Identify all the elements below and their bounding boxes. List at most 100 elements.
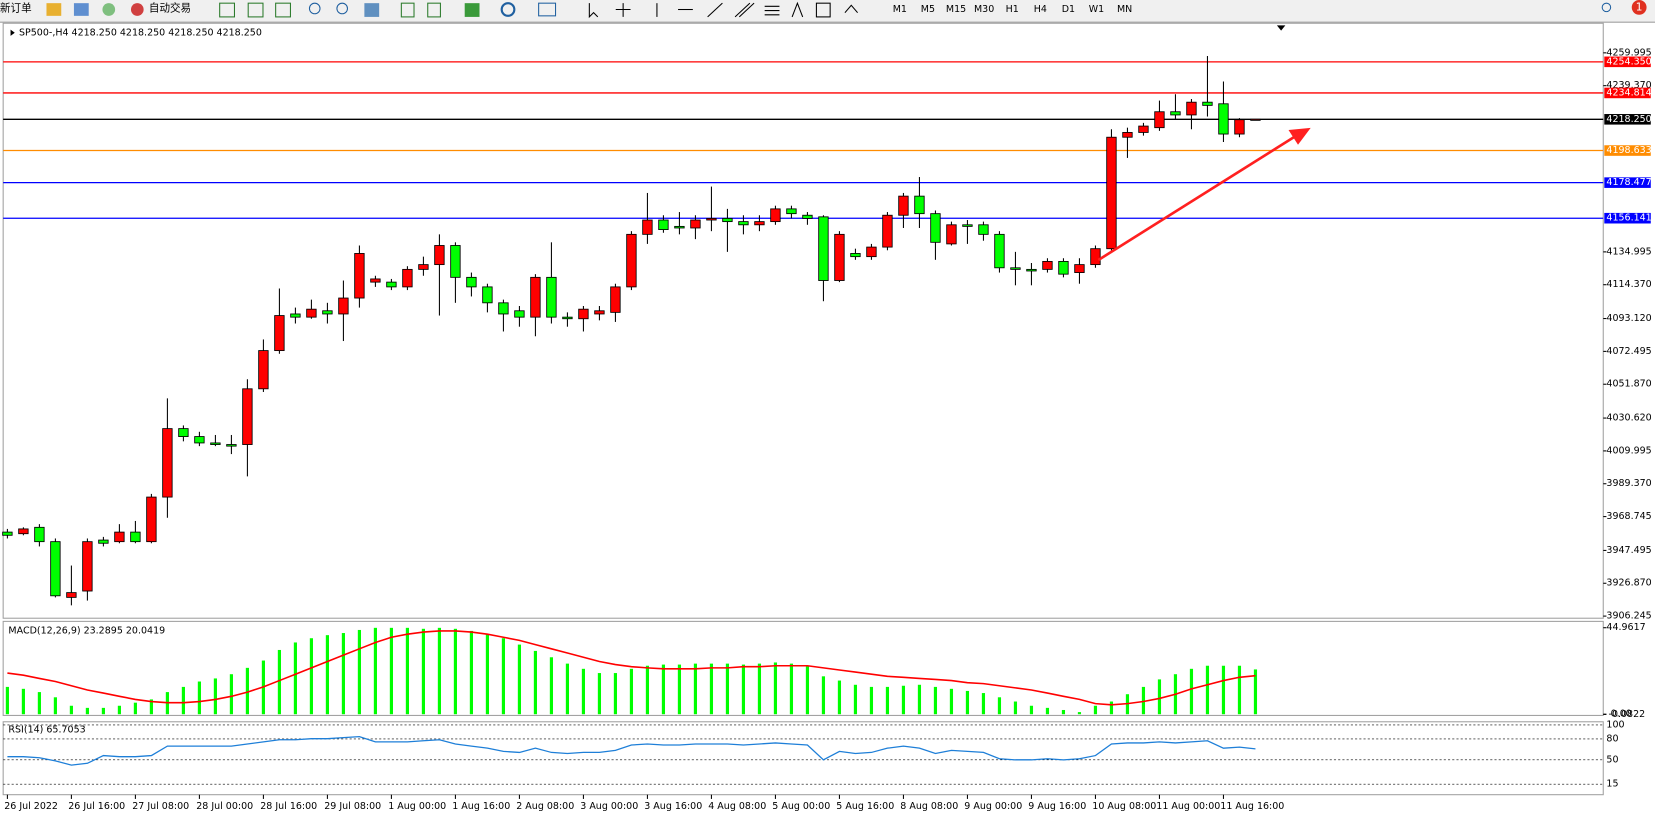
auto-trading-button[interactable]: 自动交易 bbox=[149, 1, 191, 14]
icon[interactable] bbox=[764, 5, 780, 16]
macd-bar bbox=[981, 693, 986, 715]
macd-bar bbox=[389, 627, 393, 715]
macd-bar bbox=[1237, 665, 1242, 715]
macd-bar bbox=[933, 686, 938, 715]
y-tick-label: 80 bbox=[1606, 733, 1618, 744]
timeframe-button[interactable]: H1 bbox=[1006, 4, 1019, 15]
trend-arrow bbox=[1097, 127, 1311, 262]
macd-bar bbox=[725, 663, 730, 715]
x-tick-label: 3 Aug 16:00 bbox=[644, 801, 702, 812]
candle-body bbox=[850, 253, 861, 258]
search-icon[interactable] bbox=[1601, 2, 1612, 13]
plot: 3906.245 3926.870 3947.495 3968.745 3989.370… bbox=[2, 47, 1652, 812]
macd-bar bbox=[117, 705, 121, 715]
candle-body bbox=[754, 221, 765, 226]
macd-bar bbox=[1205, 665, 1210, 715]
y-tick-label: 15 bbox=[1606, 779, 1618, 790]
timeframe-button[interactable]: MN bbox=[1117, 4, 1132, 15]
candle-body bbox=[514, 310, 525, 318]
icon[interactable] bbox=[308, 2, 321, 15]
y-tick-label: 4093.120 bbox=[1606, 313, 1651, 324]
icon[interactable] bbox=[588, 3, 599, 19]
candle-body bbox=[626, 233, 637, 288]
candle-body bbox=[306, 308, 317, 318]
timeframe-button[interactable]: M5 bbox=[921, 4, 935, 15]
x-tick-label: 10 Aug 08:00 bbox=[1092, 801, 1156, 812]
icon[interactable] bbox=[102, 3, 116, 16]
icon[interactable] bbox=[400, 2, 415, 18]
icon[interactable] bbox=[464, 3, 480, 17]
timeframe-button[interactable]: W1 bbox=[1089, 4, 1104, 15]
candle-body bbox=[1138, 125, 1149, 133]
rsi-title: RSI(14) 65.7053 bbox=[8, 725, 85, 736]
icon[interactable] bbox=[247, 2, 264, 18]
y-tick-label: 4051.870 bbox=[1606, 379, 1651, 390]
level-label: 4218.250 bbox=[1606, 114, 1651, 125]
icon[interactable] bbox=[500, 2, 516, 17]
candle-body bbox=[978, 224, 989, 235]
icon[interactable] bbox=[336, 2, 349, 15]
timeframe-button[interactable]: H4 bbox=[1034, 4, 1047, 15]
macd-bar bbox=[85, 707, 89, 715]
icon[interactable] bbox=[707, 2, 723, 18]
notification-badge[interactable] bbox=[1631, 0, 1647, 15]
macd-bar bbox=[533, 650, 538, 715]
candle-body bbox=[1058, 260, 1069, 275]
icon[interactable] bbox=[538, 2, 557, 17]
macd-bar bbox=[309, 638, 313, 715]
candle-body bbox=[498, 302, 509, 315]
candle-body bbox=[386, 281, 397, 288]
candle-body bbox=[546, 276, 557, 318]
icon[interactable] bbox=[791, 1, 804, 18]
macd-bar bbox=[69, 705, 73, 715]
y-tick-label: 50 bbox=[1606, 754, 1618, 765]
timeframe-button[interactable]: D1 bbox=[1062, 4, 1075, 15]
macd-bar bbox=[613, 673, 618, 715]
timeframe-button[interactable]: M1 bbox=[893, 4, 907, 15]
macd-bar bbox=[133, 702, 137, 715]
macd-bar bbox=[661, 664, 666, 715]
x-tick-label: 1 Aug 00:00 bbox=[388, 801, 446, 812]
y-tick-label: 3906.245 bbox=[1606, 611, 1651, 622]
icon[interactable] bbox=[130, 3, 144, 16]
icon[interactable] bbox=[219, 2, 235, 18]
y-tick-label: 4134.995 bbox=[1606, 246, 1651, 257]
macd-bar bbox=[581, 668, 586, 715]
y-tick-label: 4009.995 bbox=[1606, 445, 1651, 456]
candle-body bbox=[210, 442, 221, 445]
icon[interactable] bbox=[734, 2, 755, 18]
candle-body bbox=[962, 224, 973, 227]
macd-bar bbox=[437, 627, 441, 715]
icon[interactable] bbox=[275, 2, 291, 18]
macd-bar bbox=[885, 686, 890, 715]
candle-body bbox=[482, 286, 493, 304]
macd-bar bbox=[1109, 701, 1114, 715]
candle-body bbox=[194, 436, 205, 444]
shift-marker bbox=[1276, 25, 1286, 31]
candle-body bbox=[1186, 101, 1197, 116]
y-tick-label: 4030.620 bbox=[1606, 413, 1651, 424]
icon[interactable] bbox=[73, 3, 89, 16]
candle-body bbox=[994, 233, 1005, 269]
icon[interactable] bbox=[427, 2, 441, 18]
timeframe-button[interactable]: M15 bbox=[946, 4, 966, 15]
timeframe-button[interactable]: M30 bbox=[974, 4, 994, 15]
x-tick-label: 5 Aug 00:00 bbox=[772, 801, 830, 812]
candle-body bbox=[818, 216, 829, 281]
macd-bar bbox=[1141, 686, 1146, 715]
x-tick-label: 29 Jul 08:00 bbox=[324, 801, 381, 812]
candle-body bbox=[226, 444, 237, 447]
icon[interactable] bbox=[844, 4, 859, 14]
icon[interactable] bbox=[815, 2, 831, 18]
macd-bar bbox=[565, 663, 570, 715]
candle-body bbox=[578, 308, 589, 320]
macd-pane bbox=[2, 620, 1604, 716]
level-label: 4198.633 bbox=[1606, 145, 1651, 156]
x-tick-label: 26 Jul 16:00 bbox=[68, 801, 125, 812]
candle-body bbox=[66, 592, 77, 598]
candle-body bbox=[370, 278, 381, 283]
icon[interactable] bbox=[615, 3, 631, 17]
icon[interactable] bbox=[46, 3, 62, 16]
icon[interactable] bbox=[364, 3, 380, 17]
new-order-button[interactable]: 新订单 bbox=[0, 1, 32, 14]
